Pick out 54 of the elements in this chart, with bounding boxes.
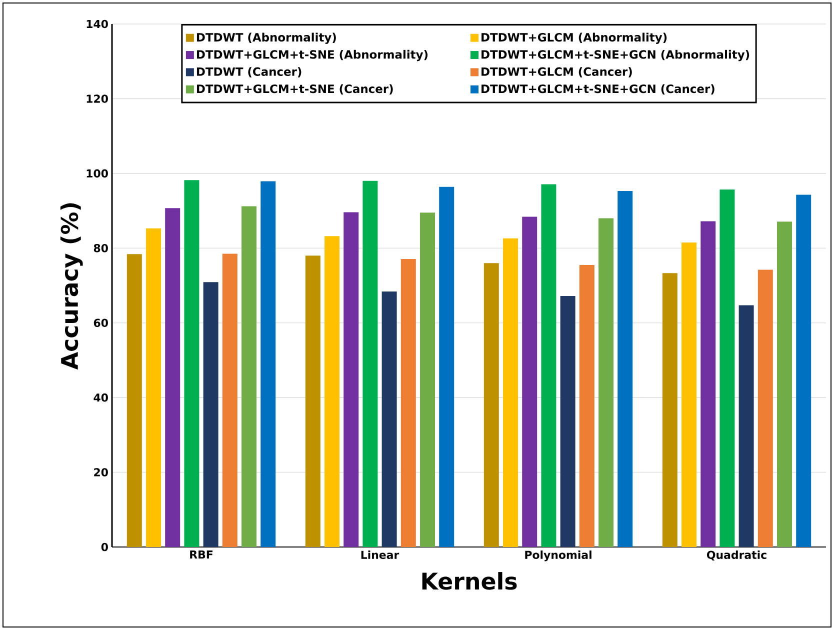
y-tick-label: 20 [94, 468, 108, 476]
bar [362, 180, 378, 547]
bar [382, 291, 397, 547]
bar [738, 305, 754, 547]
bar [146, 228, 161, 547]
bar [484, 263, 499, 547]
bar [324, 236, 340, 547]
x-tick-label: Polynomial [525, 550, 592, 562]
bar [165, 208, 180, 547]
bar [522, 216, 538, 547]
bar [344, 212, 359, 547]
bar [700, 221, 716, 547]
legend-label: DTDWT+GLCM (Abnormality) [482, 32, 667, 44]
bar [503, 238, 518, 547]
bar [126, 254, 142, 547]
y-tick-label: 60 [94, 318, 108, 327]
bar [682, 242, 697, 547]
bar [439, 186, 454, 547]
bar [777, 222, 792, 547]
bar [598, 218, 614, 547]
y-tick-label: 100 [86, 169, 108, 178]
bar [203, 282, 218, 547]
legend-label: DTDWT+GLCM+t-SNE+GCN (Abnormality) [482, 50, 750, 62]
bar [242, 206, 256, 547]
legend-label: DTDWT (Abnormality) [196, 32, 336, 44]
bar [541, 184, 556, 547]
y-axis-title: Accuracy (%) [60, 203, 83, 370]
bar [758, 270, 773, 547]
bar [796, 194, 812, 547]
legend-label: DTDWT (Cancer) [196, 67, 302, 78]
y-tick-label: 0 [101, 542, 108, 552]
legend-label: DTDWT+GLCM+t-SNE+GCN (Cancer) [482, 84, 714, 94]
legend-label: DTDWT+GLCM (Cancer) [482, 67, 632, 78]
y-tick-label: 80 [94, 244, 108, 252]
x-axis-title: Kernels [422, 572, 517, 590]
x-tick-label: Quadratic [706, 550, 766, 560]
x-tick-label: Linear [361, 550, 400, 559]
bar [260, 181, 276, 547]
bar [579, 264, 594, 547]
bar [618, 190, 633, 547]
y-tick-label: 140 [86, 20, 108, 28]
bar [420, 212, 435, 547]
bar [560, 296, 576, 547]
legend-label: DTDWT+GLCM+t-SNE (Cancer) [196, 84, 393, 94]
bar [305, 256, 320, 547]
bar [400, 258, 416, 547]
bar [720, 189, 735, 547]
x-tick-label: RBF [190, 550, 212, 559]
bar [222, 254, 238, 547]
bar [184, 180, 200, 547]
bar [662, 273, 678, 547]
y-tick-label: 40 [94, 393, 108, 402]
y-tick-label: 120 [86, 94, 108, 103]
legend-label: DTDWT+GLCM+t-SNE (Abnormality) [196, 50, 428, 62]
